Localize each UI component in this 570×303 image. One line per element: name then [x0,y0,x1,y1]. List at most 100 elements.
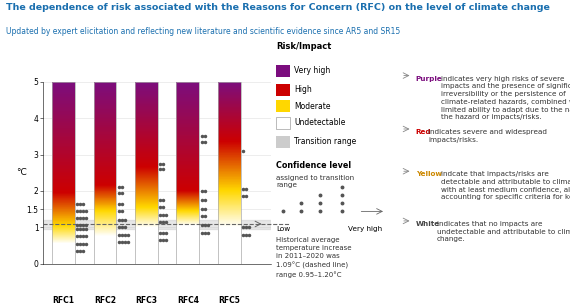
Bar [276,65,290,77]
Bar [93,133,116,135]
Bar [52,154,75,155]
Bar [218,171,241,172]
Bar [135,169,158,170]
Bar [135,114,158,115]
Text: Low: Low [276,225,291,231]
Bar [177,126,199,128]
Bar [135,172,158,173]
Bar [218,217,241,218]
Bar [93,227,116,228]
Bar [135,134,158,135]
Bar [93,202,116,203]
Bar [93,92,116,93]
Bar [218,99,241,101]
Bar [93,234,116,235]
Bar [52,158,75,159]
Bar [218,167,241,168]
Bar [93,106,116,108]
Bar [218,158,241,159]
Bar [52,226,75,227]
Bar [218,182,241,183]
Bar [135,192,158,193]
Bar [135,201,158,202]
Bar [93,125,116,127]
Bar [135,202,158,203]
Bar [218,186,241,187]
Bar [135,179,158,180]
Bar [93,207,116,208]
Bar [218,176,241,177]
Bar [135,213,158,214]
Bar [218,151,241,152]
Bar [177,192,199,193]
Bar [218,149,241,150]
Bar [218,123,241,124]
Bar [177,203,199,204]
Bar [218,107,241,108]
Bar [93,229,116,230]
Bar [218,189,241,190]
Bar [177,200,199,201]
Bar [52,106,75,108]
Bar [93,235,116,236]
Bar [218,133,241,134]
Bar [93,204,116,205]
Bar [52,90,75,92]
Bar [135,221,158,222]
Bar [52,211,75,212]
Bar [52,155,75,157]
Bar [218,163,241,164]
Bar [135,102,158,103]
Bar [218,179,241,180]
Bar [218,101,241,102]
Bar [218,86,241,87]
Bar [218,142,241,143]
Bar [52,236,75,237]
Bar [52,183,75,185]
Bar [135,152,158,153]
Text: indicates severe and widespread
impacts/risks.: indicates severe and widespread impacts/… [428,129,547,143]
Bar [52,225,75,226]
Bar [52,192,75,193]
Bar [52,178,75,180]
Bar [52,238,75,239]
Bar [218,182,241,184]
Bar [177,196,199,197]
Bar [93,208,116,209]
Bar [93,190,116,191]
Bar [135,206,158,207]
Bar [218,171,241,172]
Bar [218,120,241,121]
Bar [135,168,158,169]
Bar [177,205,199,206]
Bar [52,236,75,237]
Bar [177,210,199,211]
Bar [52,184,75,186]
Bar [218,215,241,216]
Bar [135,219,158,220]
Bar [177,125,199,127]
Bar [135,169,158,170]
Bar [177,92,199,94]
Bar [177,198,199,199]
Bar [177,208,199,209]
Bar [177,218,199,219]
Bar [177,198,199,199]
Bar [93,173,116,175]
Bar [135,186,158,187]
Text: indicates that no impacts are
undetectable and attributable to climate
change.: indicates that no impacts are undetectab… [437,221,570,242]
Bar [93,178,116,180]
Bar [218,97,241,98]
Bar [177,209,199,210]
Bar [52,201,75,202]
Bar [135,168,158,169]
Bar [93,189,116,190]
Bar [52,101,75,103]
Bar [52,218,75,219]
Bar [218,197,241,198]
Bar [135,153,158,155]
Bar [177,109,199,110]
Bar [93,215,116,216]
Bar [135,226,158,227]
Bar [177,156,199,158]
